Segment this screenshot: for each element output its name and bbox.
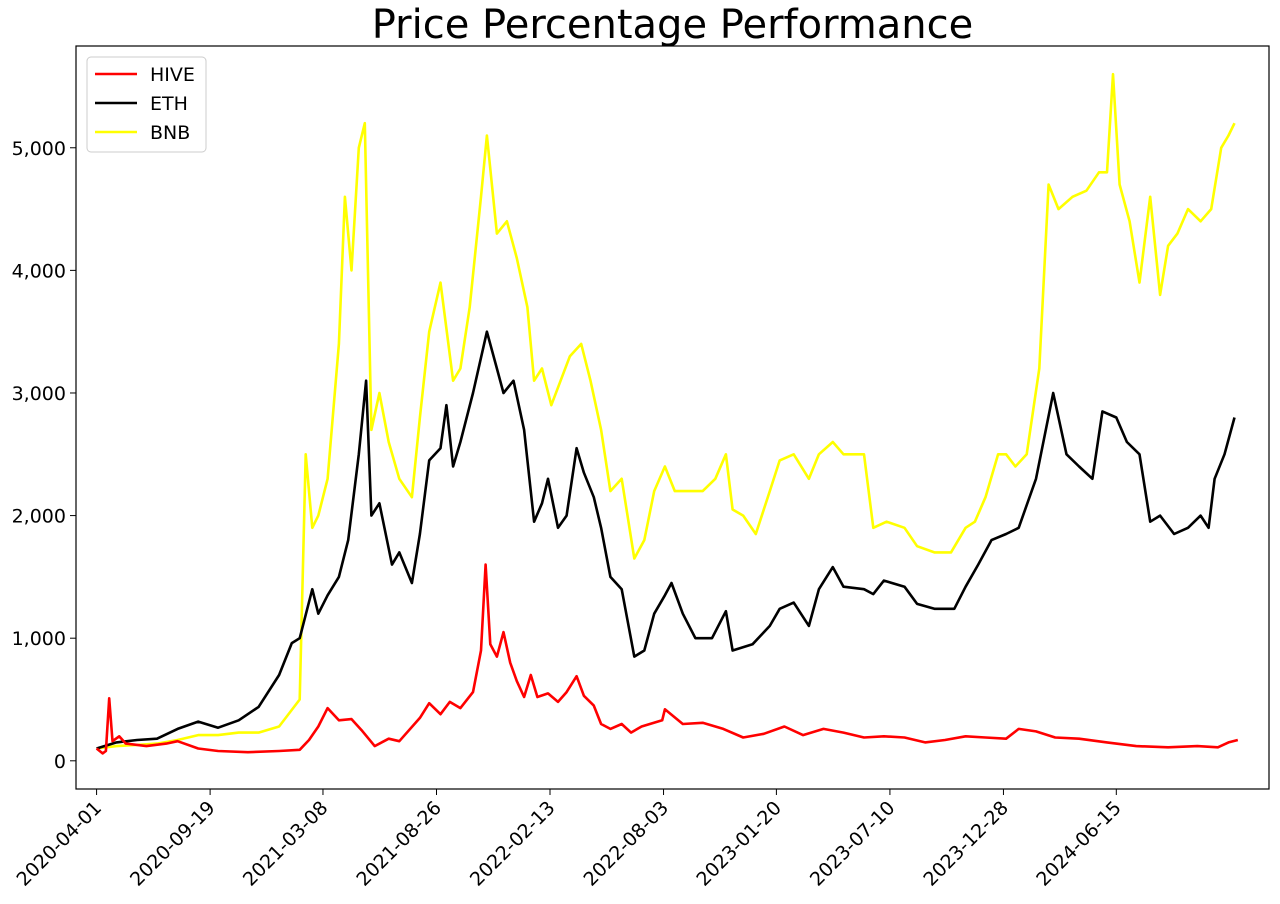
y-tick-label: 0 [54, 751, 66, 773]
x-tick-label: 2022-08-03 [579, 797, 673, 891]
y-axis: 0 1,000 2,000 3,000 4,000 5,000 [12, 138, 76, 773]
legend: HIVE ETH BNB [86, 56, 207, 153]
x-tick-label: 2023-12-28 [919, 797, 1013, 891]
y-tick-label: 1,000 [12, 628, 66, 650]
x-tick-label: 2021-08-26 [352, 797, 446, 891]
x-tick-label: 2024-06-15 [1032, 797, 1126, 891]
legend-label-eth: ETH [150, 93, 188, 115]
x-tick-label: 2021-03-08 [239, 797, 333, 891]
legend-box [86, 56, 207, 153]
x-tick-label: 2020-04-01 [12, 797, 106, 891]
series-line-hive [95, 563, 1239, 755]
legend-label-bnb: BNB [150, 122, 190, 144]
axes-frame [75, 45, 1270, 790]
x-tick-label: 2022-02-13 [466, 797, 560, 891]
y-tick-label: 4,000 [12, 260, 66, 282]
series-layer [95, 72, 1239, 755]
x-tick-label: 2023-07-10 [806, 797, 900, 891]
y-tick-label: 2,000 [12, 506, 66, 528]
x-tick-label: 2023-01-20 [692, 797, 786, 891]
chart-title: Price Percentage Performance [371, 2, 974, 48]
y-tick-label: 5,000 [12, 138, 66, 160]
y-tick-label: 3,000 [12, 383, 66, 405]
x-axis: 2020-04-01 2020-09-19 2021-03-08 2021-08-26… [12, 789, 1126, 891]
x-tick-label: 2020-09-19 [126, 797, 220, 891]
series-line-bnb [96, 72, 1236, 750]
series-line-eth [96, 330, 1236, 750]
legend-label-hive: HIVE [150, 64, 195, 86]
